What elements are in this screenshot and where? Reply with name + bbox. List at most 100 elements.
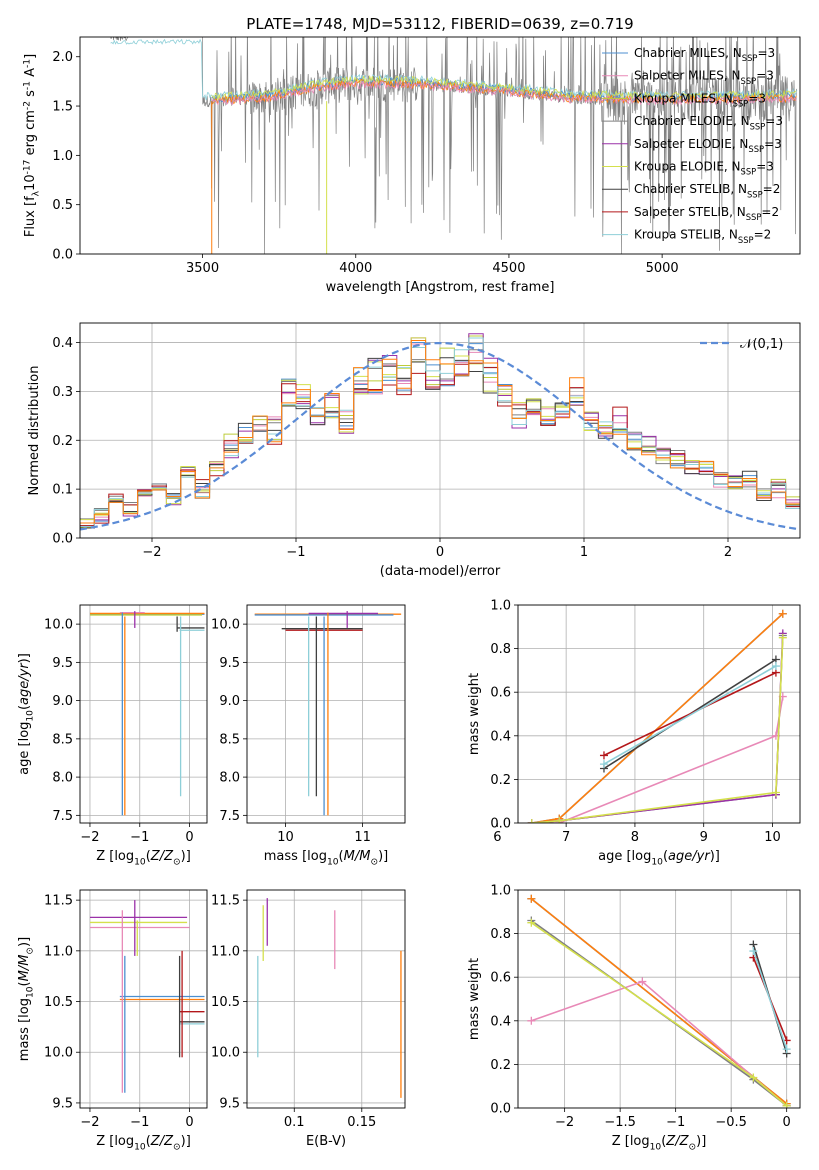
x-tick-label: 0 bbox=[436, 545, 444, 560]
y-tick-label: 11.5 bbox=[44, 894, 73, 909]
data-point bbox=[782, 1045, 791, 1054]
y-tick-label: 9.0 bbox=[52, 694, 73, 709]
weight-vs-age-plot-area bbox=[518, 605, 800, 823]
histogram-step bbox=[80, 340, 800, 524]
legend-label: Salpeter MILES, NSSP=3 bbox=[634, 69, 774, 86]
data-point bbox=[527, 918, 536, 927]
data-point bbox=[527, 894, 536, 903]
x-tick-label: −0.5 bbox=[715, 1115, 747, 1130]
histogram-step bbox=[80, 362, 800, 526]
age-vs-Z-frame bbox=[79, 604, 208, 824]
x-tick-label: 0.1 bbox=[284, 1115, 305, 1130]
y-tick-label: 0.0 bbox=[490, 817, 511, 832]
y-axis-label: Flux [fλ10-17 erg cm-2 s-1 A-1] bbox=[22, 54, 41, 237]
y-tick-label: 1.0 bbox=[490, 599, 511, 614]
x-tick-label: 8 bbox=[631, 830, 639, 845]
x-tick-label: 0 bbox=[185, 830, 193, 845]
y-tick-label: 10.0 bbox=[211, 618, 240, 633]
y-tick-label: 1.0 bbox=[490, 884, 511, 899]
data-point bbox=[527, 1016, 536, 1025]
x-tick-label: −2 bbox=[80, 1115, 99, 1130]
y-tick-label: 8.5 bbox=[219, 732, 240, 747]
x-tick-label: 9 bbox=[700, 830, 708, 845]
series-line bbox=[530, 922, 788, 1107]
x-tick-label: 1 bbox=[580, 545, 588, 560]
x-tick-label: 10 bbox=[764, 830, 781, 845]
residuals-plot-area bbox=[80, 323, 800, 538]
normal-curve bbox=[80, 342, 800, 531]
y-tick-label: 0.0 bbox=[52, 532, 73, 547]
x-tick-label: 0 bbox=[783, 1115, 791, 1130]
weight-vs-age-frame bbox=[517, 604, 801, 824]
mass-vs-EBV-plot-area bbox=[247, 890, 405, 1108]
y-tick-label: 0.2 bbox=[490, 773, 511, 788]
data-point bbox=[782, 1101, 791, 1108]
x-tick-label: −1 bbox=[286, 545, 305, 560]
x-axis-label: Z [log10(Z/Z⊙)] bbox=[96, 849, 191, 868]
y-axis-label: age [log10(age/yr)] bbox=[17, 653, 36, 775]
legend-label: Kroupa ELODIE, NSSP=3 bbox=[634, 160, 774, 177]
data-point bbox=[555, 816, 564, 823]
legend-label: Chabrier ELODIE, NSSP=3 bbox=[634, 114, 783, 131]
y-tick-label: 10.0 bbox=[44, 618, 73, 633]
data-point bbox=[778, 633, 787, 642]
y-tick-label: 11.0 bbox=[211, 944, 240, 959]
age-vs-Z-plot-area bbox=[80, 605, 207, 823]
residuals-frame bbox=[79, 322, 801, 539]
y-tick-label: 9.5 bbox=[52, 1096, 73, 1111]
y-axis-label: mass weight bbox=[467, 673, 482, 755]
y-tick-label: 11.5 bbox=[211, 894, 240, 909]
y-tick-label: 10.5 bbox=[211, 995, 240, 1010]
y-tick-label: 0.5 bbox=[52, 198, 73, 213]
series-line bbox=[603, 665, 777, 765]
weight-vs-Z-plot-area bbox=[518, 890, 800, 1108]
x-tick-label: 11 bbox=[354, 830, 371, 845]
y-tick-label: 10.0 bbox=[211, 1046, 240, 1061]
page-title: PLATE=1748, MJD=53112, FIBERID=0639, z=0… bbox=[246, 15, 633, 33]
data-point bbox=[771, 788, 780, 797]
data-point bbox=[771, 662, 780, 671]
legend-label: Kroupa STELIB, NSSP=2 bbox=[634, 228, 771, 245]
y-tick-label: 0.8 bbox=[490, 927, 511, 942]
y-tick-label: 0.6 bbox=[490, 971, 511, 986]
legend-label: Salpeter ELODIE, NSSP=3 bbox=[634, 137, 782, 154]
y-tick-label: 0.6 bbox=[490, 686, 511, 701]
series-line bbox=[752, 950, 788, 1050]
x-tick-label: 0.15 bbox=[347, 1115, 376, 1130]
data-point bbox=[599, 760, 608, 769]
weight-vs-Z-frame bbox=[517, 889, 801, 1109]
y-tick-label: 10.5 bbox=[44, 995, 73, 1010]
model-spectrum bbox=[211, 80, 797, 106]
y-tick-label: 0.4 bbox=[490, 1014, 511, 1029]
y-tick-label: 7.5 bbox=[52, 809, 73, 824]
y-tick-label: 0.8 bbox=[490, 642, 511, 657]
y-tick-label: 0.1 bbox=[52, 483, 73, 498]
y-tick-label: 1.0 bbox=[52, 149, 73, 164]
x-axis-label: age [log10(age/yr)] bbox=[598, 849, 720, 868]
y-tick-label: 0.0 bbox=[52, 248, 73, 263]
x-tick-label: 0 bbox=[185, 1115, 193, 1130]
y-tick-label: 1.5 bbox=[52, 100, 73, 115]
spectrum-frame bbox=[79, 36, 801, 255]
x-tick-label: −2 bbox=[555, 1115, 574, 1130]
legend-label: Salpeter STELIB, NSSP=2 bbox=[634, 205, 779, 222]
x-axis-label: E(B-V) bbox=[306, 1134, 346, 1149]
y-axis-label: mass weight bbox=[467, 958, 482, 1040]
x-tick-label: 10 bbox=[277, 830, 294, 845]
x-tick-label: 4500 bbox=[492, 261, 525, 276]
y-axis-label: Normed distribution bbox=[27, 366, 42, 496]
legend-label: Kroupa MILES, NSSP=3 bbox=[634, 91, 766, 108]
y-tick-label: 2.0 bbox=[52, 50, 73, 65]
y-tick-label: 8.5 bbox=[52, 732, 73, 747]
x-axis-label: wavelength [Angstrom, rest frame] bbox=[326, 280, 555, 295]
series-line bbox=[531, 613, 784, 823]
y-tick-label: 8.0 bbox=[219, 771, 240, 786]
legend-label: 𝒩(0,1) bbox=[740, 337, 783, 352]
x-tick-label: 4000 bbox=[339, 261, 372, 276]
data-point bbox=[749, 947, 758, 956]
model-spectrum bbox=[211, 74, 797, 102]
series-line bbox=[531, 696, 784, 823]
x-tick-label: 5000 bbox=[646, 261, 679, 276]
x-axis-label: Z [log10(Z/Z⊙)] bbox=[96, 1134, 191, 1153]
y-tick-label: 0.0 bbox=[490, 1102, 511, 1117]
